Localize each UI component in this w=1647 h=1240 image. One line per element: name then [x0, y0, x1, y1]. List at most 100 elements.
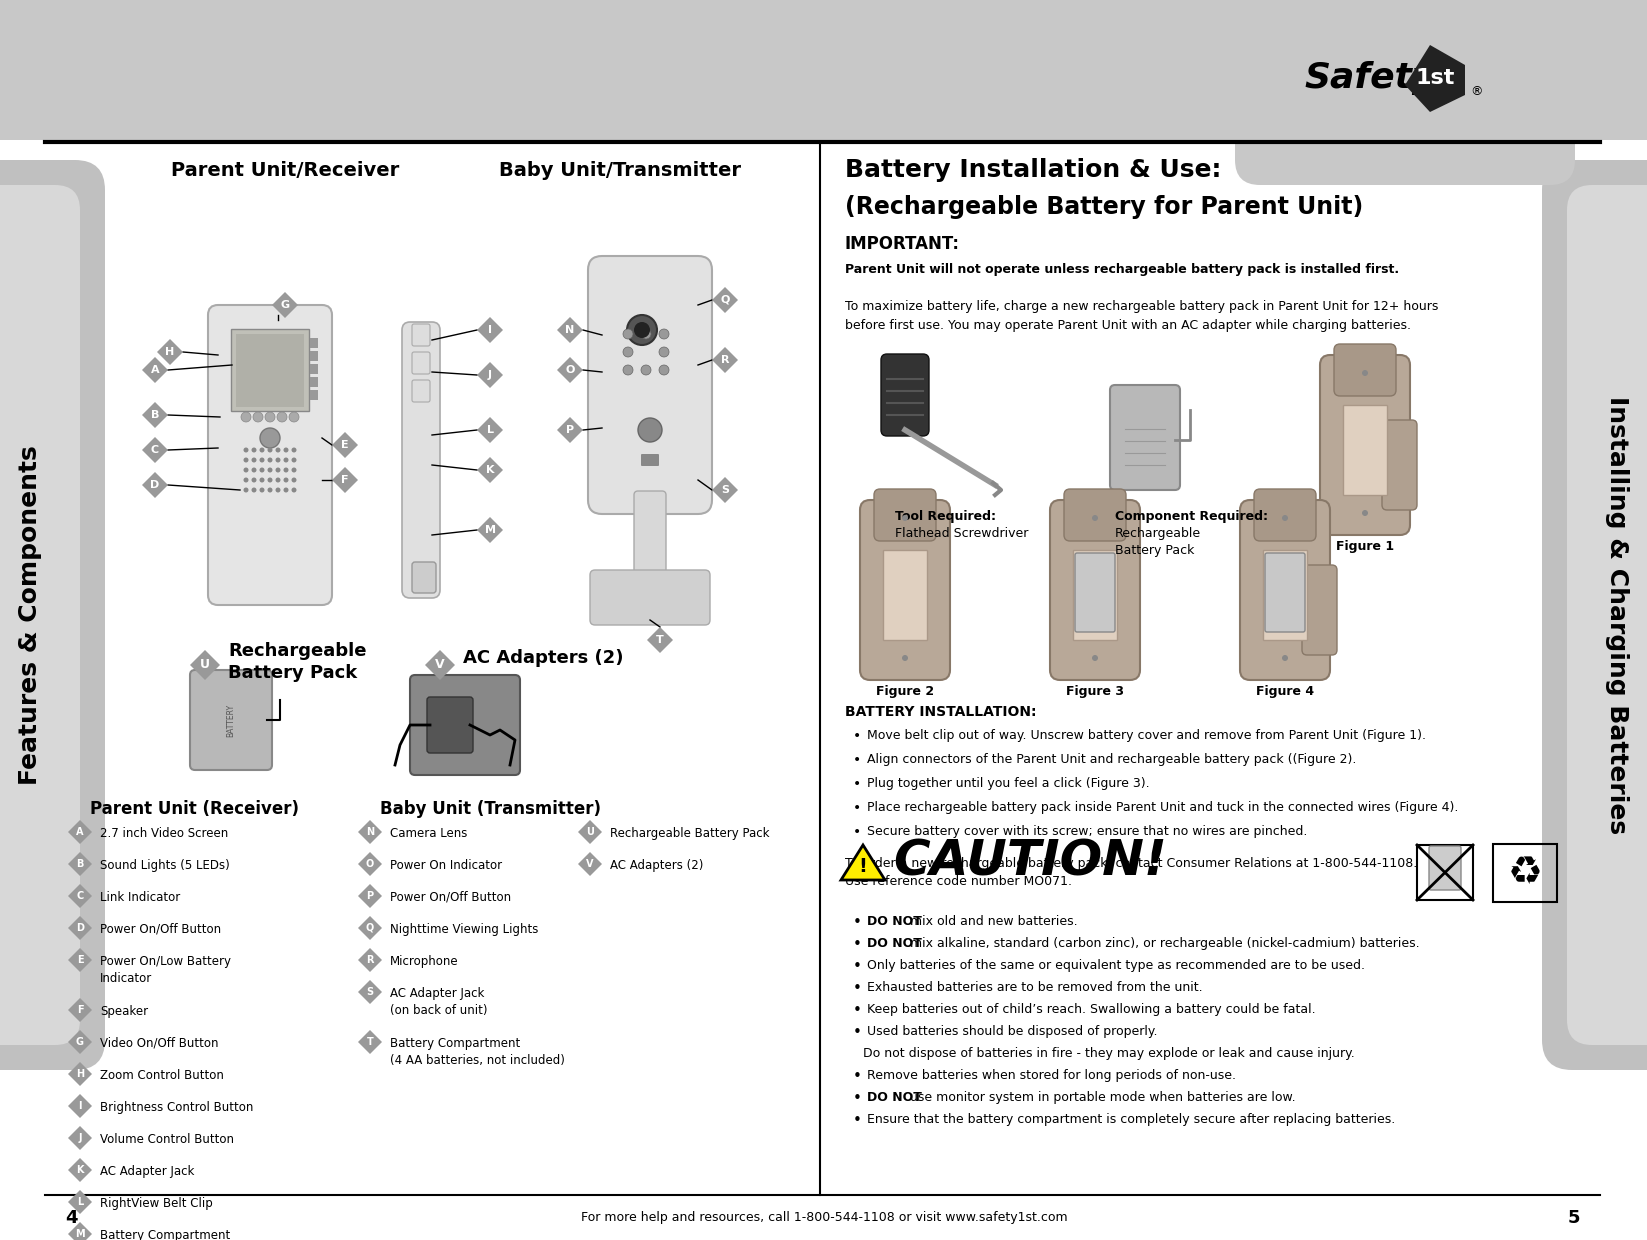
- Polygon shape: [578, 820, 603, 844]
- Text: I: I: [79, 1101, 82, 1111]
- Text: L: L: [77, 1197, 82, 1207]
- FancyBboxPatch shape: [231, 329, 310, 410]
- Circle shape: [292, 477, 296, 482]
- Text: T: T: [367, 1037, 374, 1047]
- Text: Figure 3: Figure 3: [1066, 684, 1123, 698]
- Text: Power On/Off Button: Power On/Off Button: [100, 923, 221, 936]
- Circle shape: [277, 412, 287, 422]
- Text: •: •: [853, 1025, 861, 1040]
- Polygon shape: [357, 916, 382, 940]
- Text: 1st: 1st: [1415, 68, 1454, 88]
- Text: Power On/Low Battery: Power On/Low Battery: [100, 955, 231, 968]
- Circle shape: [254, 412, 264, 422]
- Circle shape: [1362, 510, 1369, 516]
- Text: Microphone: Microphone: [390, 955, 458, 968]
- Text: Component Required:: Component Required:: [1115, 510, 1268, 523]
- Circle shape: [275, 467, 280, 472]
- Text: V: V: [435, 658, 445, 672]
- Circle shape: [252, 487, 257, 492]
- Text: C: C: [152, 445, 160, 455]
- Circle shape: [1281, 515, 1288, 521]
- Circle shape: [275, 448, 280, 453]
- Text: Speaker: Speaker: [100, 1004, 148, 1018]
- Circle shape: [659, 365, 669, 374]
- FancyBboxPatch shape: [881, 353, 929, 436]
- Circle shape: [252, 448, 257, 453]
- Polygon shape: [68, 1126, 92, 1149]
- Text: Baby Unit (Transmitter): Baby Unit (Transmitter): [379, 800, 601, 818]
- Text: DO NOT: DO NOT: [866, 1091, 922, 1104]
- Text: L: L: [486, 425, 494, 435]
- Text: J: J: [488, 370, 492, 379]
- Text: Keep batteries out of child’s reach. Swallowing a battery could be fatal.: Keep batteries out of child’s reach. Swa…: [866, 1003, 1316, 1016]
- FancyBboxPatch shape: [1303, 565, 1337, 655]
- Text: •: •: [853, 777, 861, 791]
- Text: 2.7 inch Video Screen: 2.7 inch Video Screen: [100, 827, 229, 839]
- Polygon shape: [68, 1221, 92, 1240]
- Text: Plug together until you feel a click (Figure 3).: Plug together until you feel a click (Fi…: [866, 777, 1150, 790]
- Circle shape: [267, 487, 272, 492]
- Text: M: M: [484, 525, 496, 534]
- Circle shape: [267, 477, 272, 482]
- Text: •: •: [853, 825, 861, 839]
- Text: Move belt clip out of way. Unscrew battery cover and remove from Parent Unit (Fi: Move belt clip out of way. Unscrew batte…: [866, 729, 1426, 742]
- Text: (Rechargeable Battery for Parent Unit): (Rechargeable Battery for Parent Unit): [845, 195, 1364, 219]
- Polygon shape: [68, 820, 92, 844]
- Circle shape: [1092, 655, 1099, 661]
- FancyBboxPatch shape: [310, 377, 318, 387]
- Polygon shape: [425, 650, 455, 680]
- FancyBboxPatch shape: [590, 570, 710, 625]
- Text: Rechargeable
Battery Pack: Rechargeable Battery Pack: [227, 642, 367, 682]
- Polygon shape: [142, 402, 168, 428]
- Text: Nighttime Viewing Lights: Nighttime Viewing Lights: [390, 923, 539, 936]
- Circle shape: [244, 477, 249, 482]
- Text: Video On/Off Button: Video On/Off Button: [100, 1037, 219, 1050]
- Circle shape: [252, 458, 257, 463]
- Text: Tool Required:: Tool Required:: [894, 510, 996, 523]
- Text: Battery Installation & Use:: Battery Installation & Use:: [845, 157, 1222, 182]
- Polygon shape: [68, 1158, 92, 1182]
- Text: use monitor system in portable mode when batteries are low.: use monitor system in portable mode when…: [906, 1091, 1296, 1104]
- FancyBboxPatch shape: [208, 305, 333, 605]
- FancyBboxPatch shape: [310, 339, 318, 348]
- Text: Camera Lens: Camera Lens: [390, 827, 468, 839]
- Circle shape: [1092, 515, 1099, 521]
- Polygon shape: [842, 844, 884, 880]
- Text: (4 AA batteries, not included): (4 AA batteries, not included): [390, 1054, 565, 1066]
- Circle shape: [623, 329, 632, 339]
- Polygon shape: [68, 949, 92, 972]
- FancyBboxPatch shape: [1064, 489, 1127, 541]
- Text: •: •: [853, 1003, 861, 1018]
- Circle shape: [252, 477, 257, 482]
- FancyBboxPatch shape: [1051, 500, 1140, 680]
- Bar: [0, 0, 1647, 140]
- Text: F: F: [77, 1004, 84, 1016]
- Text: B: B: [152, 410, 160, 420]
- Polygon shape: [357, 852, 382, 875]
- Text: Used batteries should be disposed of properly.: Used batteries should be disposed of pro…: [866, 1025, 1158, 1038]
- Text: CAUTION!: CAUTION!: [893, 838, 1166, 887]
- Polygon shape: [272, 291, 298, 317]
- Text: •: •: [853, 1069, 861, 1084]
- Text: N: N: [366, 827, 374, 837]
- Circle shape: [659, 329, 669, 339]
- Text: BATTERY: BATTERY: [227, 703, 236, 737]
- Polygon shape: [712, 347, 738, 373]
- Text: •: •: [853, 753, 861, 768]
- Text: •: •: [853, 1114, 861, 1128]
- Text: Sound Lights (5 LEDs): Sound Lights (5 LEDs): [100, 859, 229, 872]
- Text: D: D: [76, 923, 84, 932]
- Text: Battery Compartment: Battery Compartment: [390, 1037, 520, 1050]
- Circle shape: [283, 448, 288, 453]
- Polygon shape: [68, 1190, 92, 1214]
- Circle shape: [252, 467, 257, 472]
- Circle shape: [637, 418, 662, 441]
- FancyBboxPatch shape: [1240, 500, 1331, 680]
- Text: Figure 2: Figure 2: [876, 684, 934, 698]
- Polygon shape: [357, 820, 382, 844]
- Text: K: K: [486, 465, 494, 475]
- Text: AC Adapter Jack: AC Adapter Jack: [100, 1166, 194, 1178]
- Polygon shape: [68, 1061, 92, 1086]
- FancyBboxPatch shape: [1334, 343, 1397, 396]
- Text: AC Adapter Jack: AC Adapter Jack: [390, 987, 484, 999]
